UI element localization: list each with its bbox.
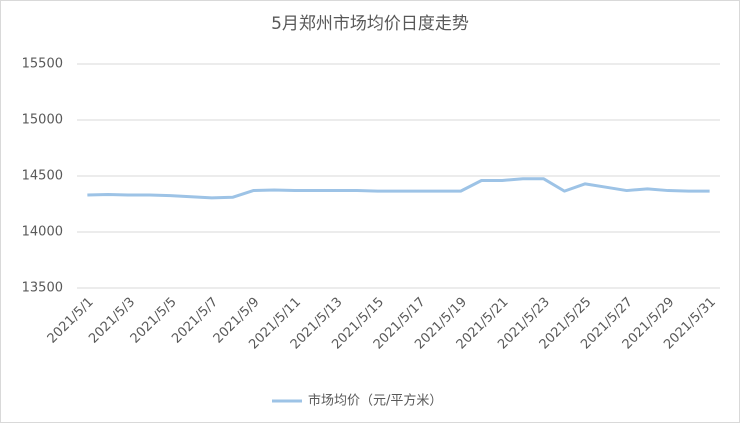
- y-tick-label: 14500: [22, 169, 63, 184]
- y-tick-label: 13500: [22, 281, 63, 296]
- y-tick-label: 15500: [22, 57, 63, 72]
- y-tick-label: 14000: [22, 225, 63, 240]
- legend-label: 市场均价（元/平方米）: [308, 393, 442, 409]
- chart-title: 5月郑州市场均价日度走势: [271, 14, 469, 34]
- y-tick-label: 15000: [22, 113, 63, 128]
- series-line: [87, 177, 710, 200]
